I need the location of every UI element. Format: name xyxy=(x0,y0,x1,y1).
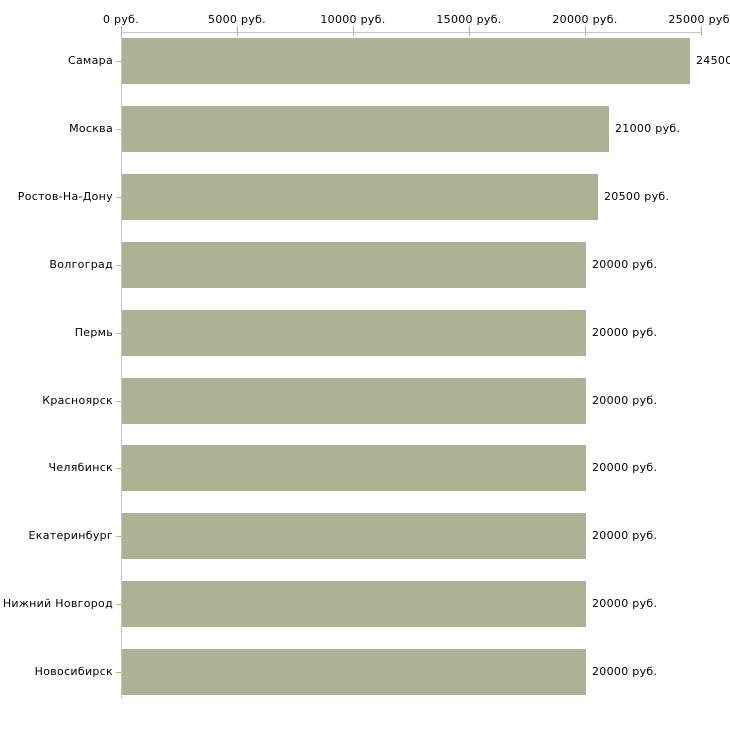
category-label: Пермь xyxy=(74,326,113,339)
value-label: 24500 xyxy=(696,54,730,67)
value-label: 20000 руб. xyxy=(592,461,658,474)
x-axis-tick-mark xyxy=(585,26,586,36)
x-axis-tick-label: 25000 руб. xyxy=(668,13,730,26)
category-tick-mark xyxy=(116,401,121,402)
x-axis-line xyxy=(121,32,702,33)
x-axis-tick-mark xyxy=(121,26,122,36)
category-label: Красноярск xyxy=(42,394,113,407)
bar xyxy=(122,242,586,288)
x-axis-tick-mark xyxy=(701,26,702,36)
value-label: 20000 руб. xyxy=(592,326,658,339)
category-label: Волгоград xyxy=(49,258,113,271)
category-tick-mark xyxy=(116,333,121,334)
category-tick-mark xyxy=(116,129,121,130)
bar xyxy=(122,38,690,84)
bar xyxy=(122,649,586,695)
x-axis-tick-mark xyxy=(353,26,354,36)
bar xyxy=(122,513,586,559)
bar xyxy=(122,378,586,424)
bar xyxy=(122,445,586,491)
category-label: Екатеринбург xyxy=(28,529,113,542)
value-label: 21000 руб. xyxy=(615,122,681,135)
category-label: Самара xyxy=(68,54,113,67)
category-tick-mark xyxy=(116,197,121,198)
x-axis-tick-mark xyxy=(469,26,470,36)
category-label: Новосибирск xyxy=(34,665,113,678)
value-label: 20500 руб. xyxy=(604,190,670,203)
bar xyxy=(122,106,609,152)
bar xyxy=(122,174,598,220)
bar xyxy=(122,310,586,356)
x-axis-tick-label: 5000 руб. xyxy=(208,13,266,26)
y-axis-line xyxy=(121,32,122,699)
value-label: 20000 руб. xyxy=(592,529,658,542)
value-label: 20000 руб. xyxy=(592,597,658,610)
x-axis-tick-mark xyxy=(237,26,238,36)
value-label: 20000 руб. xyxy=(592,394,658,407)
x-axis-tick-label: 0 руб. xyxy=(102,13,140,26)
bar xyxy=(122,581,586,627)
category-label: Ростов-На-Дону xyxy=(17,190,113,203)
x-axis-tick-label: 20000 руб. xyxy=(552,13,618,26)
value-label: 20000 руб. xyxy=(592,665,658,678)
category-tick-mark xyxy=(116,536,121,537)
category-label: Москва xyxy=(69,122,113,135)
x-axis-tick-label: 10000 руб. xyxy=(320,13,386,26)
value-label: 20000 руб. xyxy=(592,258,658,271)
category-tick-mark xyxy=(116,61,121,62)
category-tick-mark xyxy=(116,604,121,605)
category-label: Нижний Новгород xyxy=(2,597,113,610)
category-tick-mark xyxy=(116,672,121,673)
x-axis-tick-label: 15000 руб. xyxy=(436,13,502,26)
category-label: Челябинск xyxy=(48,461,113,474)
category-tick-mark xyxy=(116,265,121,266)
category-tick-mark xyxy=(116,468,121,469)
